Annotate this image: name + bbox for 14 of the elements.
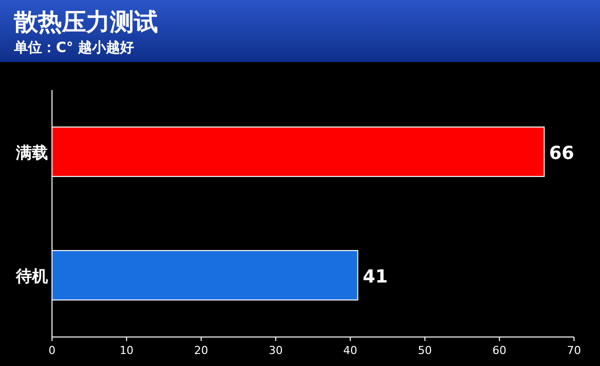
x-tick-label: 20 xyxy=(194,344,208,357)
x-tick-label: 50 xyxy=(418,344,432,357)
data-label: 41 xyxy=(362,266,388,288)
y-tick-label: 待机 xyxy=(15,266,48,286)
chart-subtitle: 单位：C° 越小越好 xyxy=(13,40,134,56)
x-tick-label: 40 xyxy=(343,344,358,357)
chart-title: 散热压力测试 xyxy=(13,8,158,36)
data-label: 66 xyxy=(549,142,574,164)
x-tick-label: 0 xyxy=(48,344,56,357)
x-tick-label: 10 xyxy=(120,344,134,357)
x-tick-label: 30 xyxy=(268,344,283,357)
x-tick-label: 60 xyxy=(492,344,506,357)
x-tick-label: 70 xyxy=(567,344,581,357)
y-tick-label: 满载 xyxy=(15,142,48,162)
